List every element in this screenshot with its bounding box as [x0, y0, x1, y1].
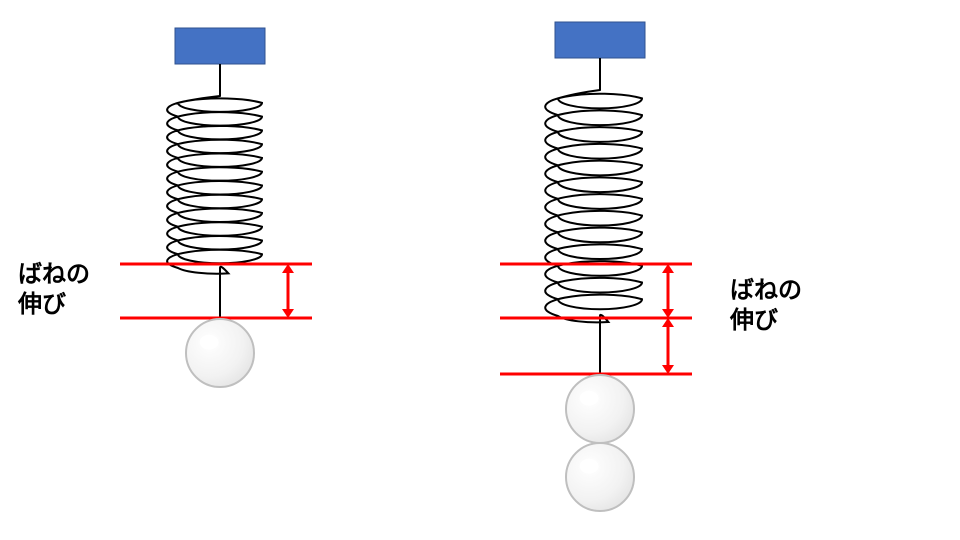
weight-ball: [566, 375, 634, 443]
weight-ball: [566, 443, 634, 511]
weight-ball-highlight: [580, 391, 599, 406]
anchor-block: [175, 28, 265, 64]
figure-right: [500, 22, 692, 511]
spring-extension-label-right: ばねの 伸び: [730, 276, 802, 336]
spring-coil: [545, 90, 642, 322]
spring-extension-label-left: ばねの 伸び: [18, 260, 90, 320]
spring-coil: [167, 96, 262, 274]
weight-ball: [186, 319, 254, 387]
weight-ball-highlight: [580, 459, 599, 474]
weight-ball-highlight: [200, 335, 219, 350]
figure-left: [120, 28, 312, 387]
physics-diagram-svg: [0, 0, 960, 540]
diagram-canvas: ばねの 伸び ばねの 伸び: [0, 0, 960, 540]
anchor-block: [555, 22, 645, 58]
